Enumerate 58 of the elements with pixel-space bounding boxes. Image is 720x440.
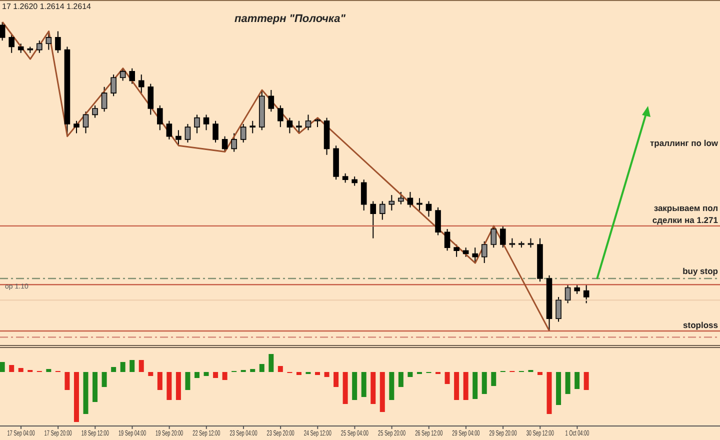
bar: [176, 372, 181, 400]
bar: [185, 372, 190, 390]
bar: [315, 372, 320, 375]
text: stoploss: [683, 320, 718, 330]
bar: [463, 372, 468, 400]
bar: [194, 372, 200, 378]
bar: [0, 362, 5, 372]
bar: [352, 372, 358, 400]
bar: [398, 372, 404, 387]
bar: [130, 360, 135, 372]
bar: [259, 364, 264, 372]
bar: [148, 372, 154, 376]
bar: [111, 367, 116, 372]
text: 17 1.2620 1.2614 1.2614: [2, 2, 92, 11]
bar: [584, 372, 589, 390]
bar: [138, 360, 144, 372]
bar: [454, 372, 460, 400]
candlestick: [416, 198, 422, 210]
bar: [342, 372, 348, 404]
bar: [92, 372, 98, 402]
text: сделки на 1.271: [652, 215, 718, 225]
bar: [556, 372, 562, 405]
bar: [166, 372, 172, 400]
bar: [9, 365, 14, 372]
bar: [389, 372, 394, 400]
bar: [574, 372, 580, 389]
bar: [278, 366, 283, 372]
bar: [472, 372, 478, 399]
bar: [157, 372, 162, 390]
bar: [213, 372, 218, 378]
bar: [74, 372, 79, 422]
bar: [537, 372, 542, 375]
bar: [565, 372, 570, 394]
bar: [546, 372, 552, 414]
bar: [204, 372, 209, 376]
bar: [268, 354, 274, 372]
bar: [361, 372, 366, 397]
bar: [334, 372, 339, 387]
text: закрываем пол: [654, 203, 718, 213]
bar: [18, 368, 24, 372]
bar: [120, 362, 126, 372]
bar: [46, 369, 52, 372]
bar: [64, 372, 70, 390]
bar: [408, 372, 413, 377]
bar: [444, 372, 450, 384]
bar: [250, 369, 256, 372]
bar: [491, 372, 496, 386]
bar: [370, 372, 376, 404]
bar: [102, 372, 107, 387]
text: траллинг по low: [650, 138, 718, 148]
bar: [324, 372, 330, 377]
bar: [482, 372, 487, 394]
bar: [296, 372, 302, 375]
bar: [83, 372, 88, 414]
text: buy stop: [682, 266, 718, 276]
bar: [380, 372, 385, 412]
bar: [222, 372, 228, 380]
chart-title: паттерн "Полочка": [234, 13, 346, 25]
